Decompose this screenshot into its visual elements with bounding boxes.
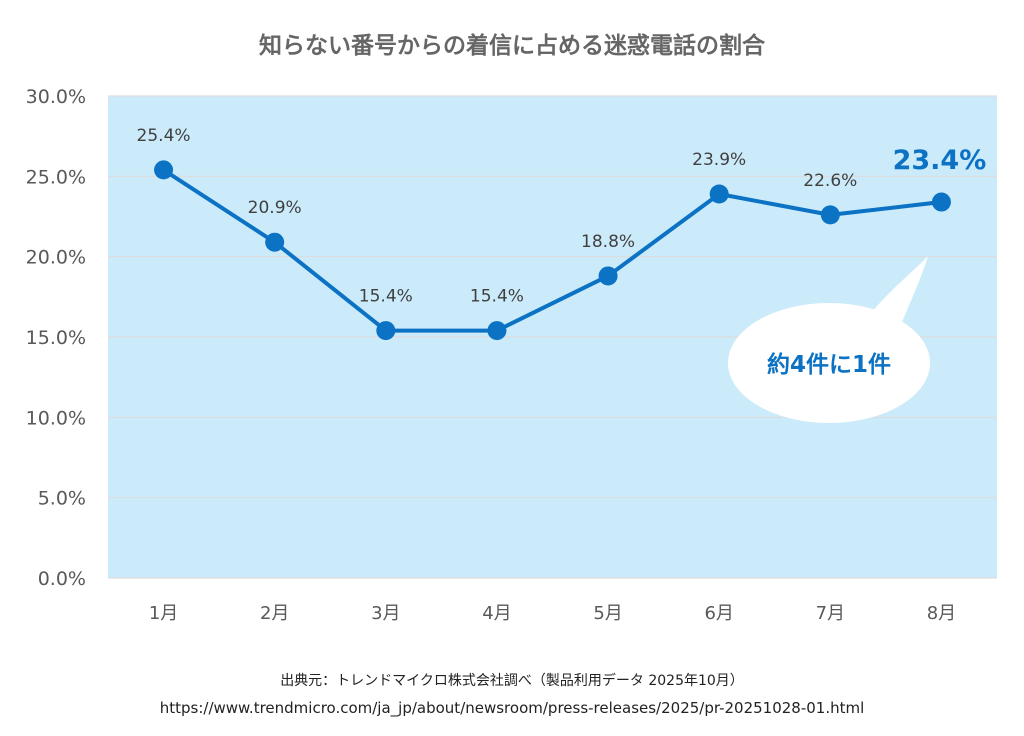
data-label: 23.9% [692, 150, 746, 170]
y-tick-label: 15.0% [26, 327, 86, 349]
data-point [487, 321, 507, 341]
data-label: 15.4% [470, 287, 524, 307]
source-note: 出典元：トレンドマイクロ株式会社調べ（製品利用データ 2025年10月） [280, 673, 744, 689]
data-point [820, 205, 840, 225]
x-tick-label: 2月 [260, 603, 289, 624]
callout-bubble [728, 303, 930, 423]
callout-text: 約4件に1件 [767, 351, 891, 378]
data-point [154, 160, 174, 180]
data-point [709, 184, 729, 204]
data-label: 20.9% [248, 198, 302, 218]
x-tick-label: 6月 [704, 603, 733, 624]
y-tick-label: 10.0% [26, 407, 86, 429]
data-point [265, 232, 285, 252]
source-url: https://www.trendmicro.com/ja_jp/about/n… [159, 699, 865, 717]
x-axis: 1月 2月 3月 4月 5月 6月 7月 8月 [149, 603, 956, 624]
x-tick-label: 5月 [593, 603, 622, 624]
y-tick-label: 0.0% [38, 568, 86, 590]
y-tick-label: 5.0% [38, 488, 86, 510]
x-tick-label: 3月 [371, 603, 400, 624]
series-line [154, 160, 951, 341]
data-label-highlight: 23.4% [893, 145, 987, 176]
chart-title: 知らない番号からの着信に占める迷惑電話の割合 [259, 33, 765, 59]
x-tick-label: 1月 [149, 603, 178, 624]
x-tick-label: 4月 [482, 603, 511, 624]
data-label: 15.4% [359, 287, 413, 307]
data-label: 18.8% [581, 232, 635, 252]
data-point [598, 266, 618, 286]
data-point [376, 321, 396, 341]
y-tick-label: 30.0% [26, 86, 86, 108]
data-point [931, 192, 951, 212]
y-tick-label: 25.0% [26, 166, 86, 188]
data-label: 22.6% [803, 171, 857, 191]
series-path [162, 168, 942, 333]
y-tick-label: 20.0% [26, 247, 86, 269]
data-label: 25.4% [137, 126, 191, 146]
y-axis: 0.0% 5.0% 10.0% 15.0% 20.0% 25.0% 30.0% [26, 86, 86, 590]
data-labels: 25.4% 20.9% 15.4% 15.4% 18.8% 23.9% 22.6% 23.4% [137, 126, 987, 307]
x-tick-label: 8月 [927, 603, 956, 624]
callout-bubble [872, 256, 928, 322]
x-tick-label: 7月 [816, 603, 845, 624]
